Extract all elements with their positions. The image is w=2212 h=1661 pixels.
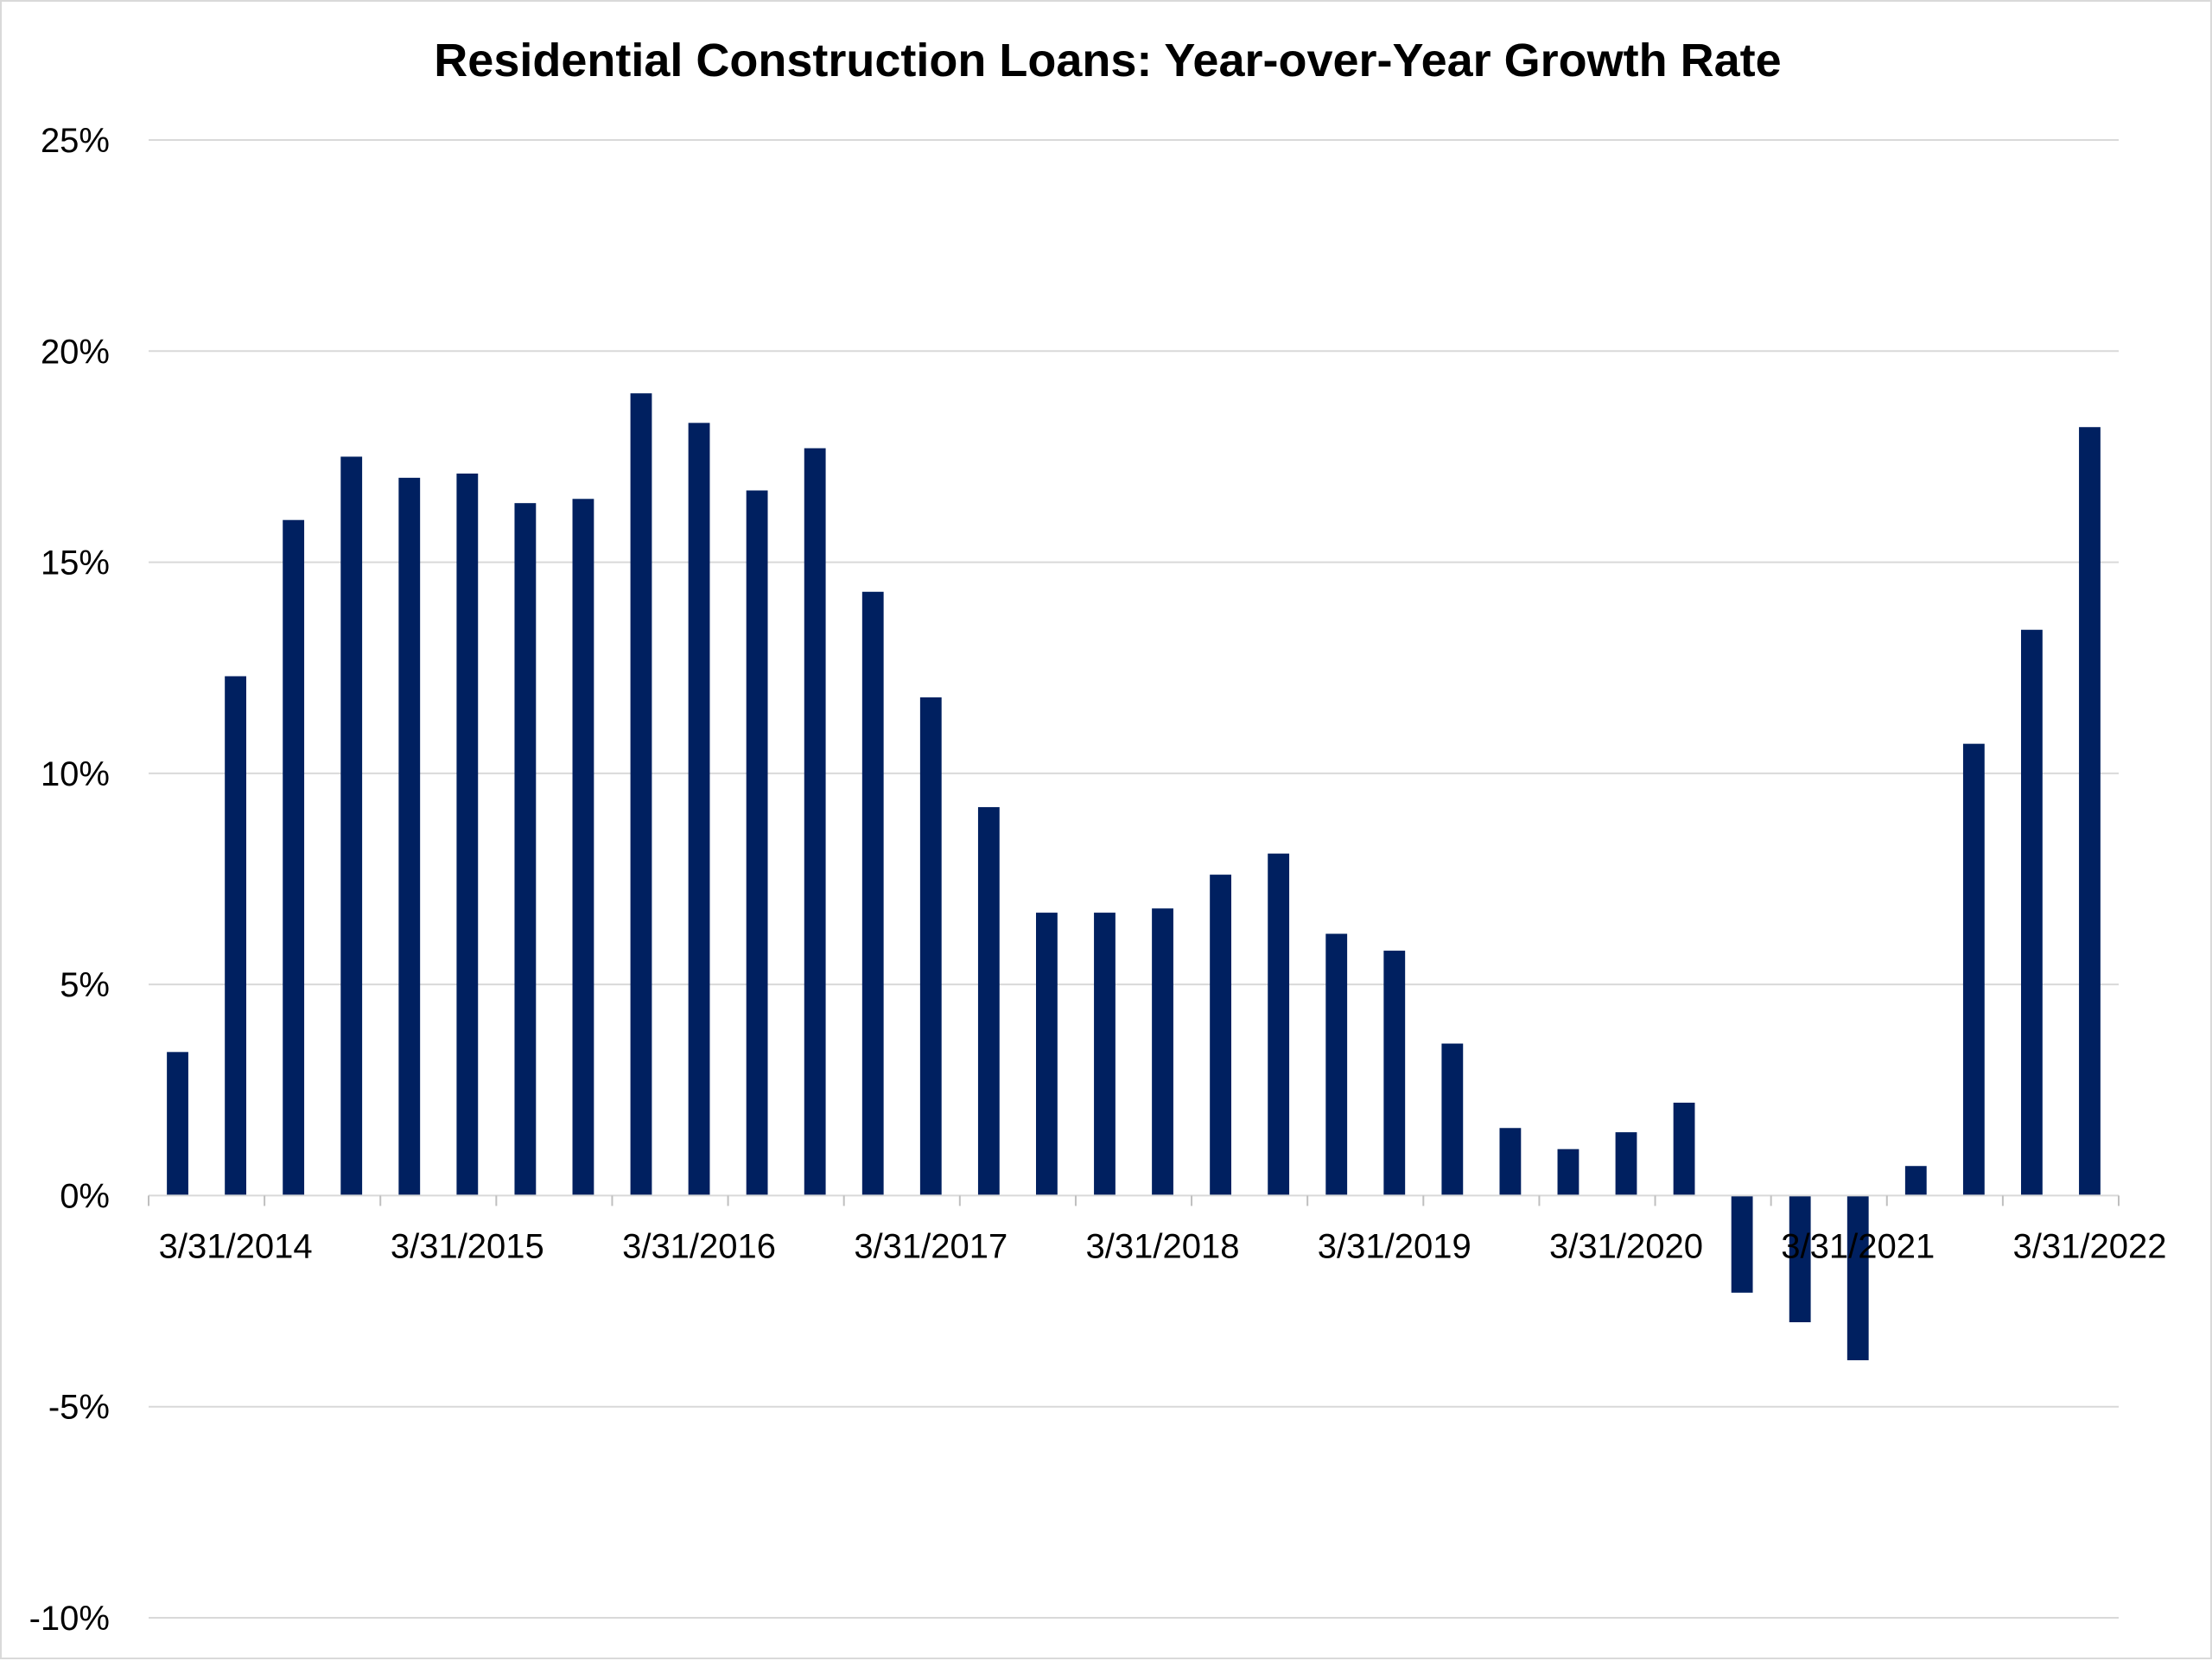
y-tick-label: 5% <box>60 966 110 1004</box>
x-tick-label: 3/31/2019 <box>1318 1227 1471 1265</box>
y-tick-label: -5% <box>48 1389 110 1427</box>
bar <box>746 490 768 1196</box>
y-tick-label: 10% <box>41 755 110 793</box>
bar <box>1731 1195 1753 1293</box>
bar <box>2021 629 2043 1196</box>
x-tick-label: 3/31/2022 <box>2012 1227 2166 1265</box>
bar <box>977 806 1000 1196</box>
bar <box>1152 908 1173 1196</box>
y-tick-label: -10% <box>29 1600 110 1638</box>
bar <box>919 697 942 1196</box>
bar <box>1789 1195 1811 1322</box>
y-axis-tick-labels: 25% 20% 15% 10% 5% 0% -5% -10% <box>29 122 110 1638</box>
x-tick-label: 3/31/2015 <box>391 1227 544 1265</box>
bar <box>1962 743 1985 1196</box>
bar <box>1615 1132 1637 1196</box>
bar <box>1441 1043 1464 1196</box>
x-axis-tick-labels: 3/31/2014 3/31/2015 3/31/2016 3/31/2017 3/31… <box>159 1227 2167 1265</box>
bar <box>1383 951 1406 1196</box>
bar <box>283 519 305 1196</box>
bar <box>1325 933 1348 1196</box>
bar <box>398 477 421 1196</box>
x-axis <box>148 1194 2120 1206</box>
bar <box>456 473 479 1196</box>
x-tick-label: 3/31/2017 <box>854 1227 1007 1265</box>
y-tick-label: 15% <box>41 544 110 582</box>
bar <box>688 423 710 1196</box>
y-tick-label: 25% <box>41 122 110 160</box>
x-tick-label: 3/31/2016 <box>622 1227 776 1265</box>
bar <box>1557 1149 1580 1196</box>
bar <box>804 448 826 1196</box>
bar <box>1847 1195 1869 1360</box>
y-tick-label: 20% <box>41 333 110 371</box>
bars <box>167 393 2101 1360</box>
gridlines <box>149 139 2119 1619</box>
bar <box>1036 913 1058 1196</box>
x-tick-label: 3/31/2014 <box>159 1227 313 1265</box>
bar <box>167 1052 188 1196</box>
x-tick-label: 3/31/2021 <box>1781 1227 1935 1265</box>
bar <box>1499 1128 1522 1196</box>
y-tick-label: 0% <box>60 1177 110 1215</box>
bar <box>572 499 594 1196</box>
bar <box>630 393 652 1196</box>
bar <box>1268 853 1290 1196</box>
bar <box>340 456 363 1196</box>
bar <box>2079 427 2101 1196</box>
x-tick-label: 3/31/2018 <box>1086 1227 1240 1265</box>
bar <box>1094 913 1116 1196</box>
bar <box>1210 875 1231 1196</box>
chart-title: Residential Construction Loans: Year-ove… <box>434 35 1781 86</box>
bar <box>1673 1102 1695 1196</box>
bar <box>225 676 246 1196</box>
bar <box>861 591 884 1196</box>
bar <box>1904 1166 1927 1196</box>
bar <box>514 503 537 1196</box>
x-tick-label: 3/31/2020 <box>1549 1227 1703 1265</box>
